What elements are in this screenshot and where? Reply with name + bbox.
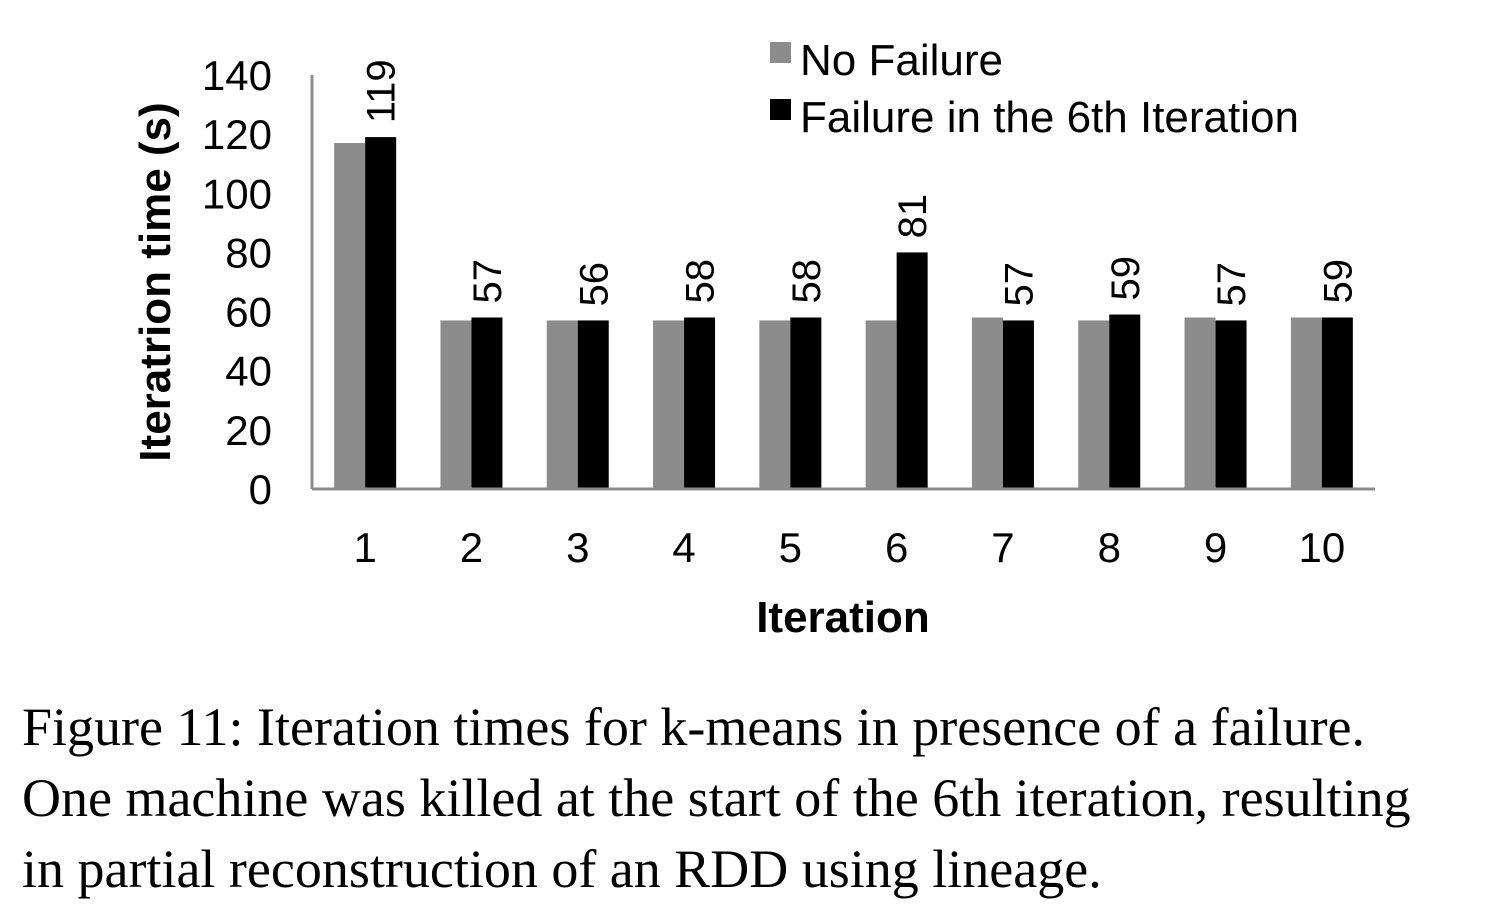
bar-no-failure-7 [971, 317, 1003, 489]
y-tick-label: 20 [225, 407, 272, 454]
x-axis-title: Iteration [756, 593, 930, 642]
y-tick-label: 60 [225, 289, 272, 336]
y-axis: 0 20 40 60 80 100 120 140 [202, 52, 314, 513]
bar-no-failure-8 [1078, 320, 1110, 489]
bar-failure-5 [790, 317, 822, 489]
data-label: 57 [466, 259, 510, 304]
bar-failure-1 [365, 137, 397, 489]
caption-line-2: One machine was killed at the start of t… [22, 768, 1411, 828]
bar-no-failure-1 [334, 143, 366, 489]
data-label: 81 [891, 194, 935, 239]
legend-swatch-no-failure [770, 42, 791, 63]
y-tick-label: 0 [249, 466, 272, 513]
legend-label-failure: Failure in the 6th Iteration [800, 93, 1299, 142]
legend-swatch-failure [770, 99, 791, 120]
x-tick-label: 10 [1298, 524, 1345, 571]
x-tick-label: 2 [460, 524, 483, 571]
x-tick-label: 8 [1098, 524, 1121, 571]
data-label: 57 [1210, 262, 1254, 307]
data-label: 56 [572, 262, 616, 307]
bar-failure-7 [1002, 320, 1034, 489]
x-tick-label: 9 [1204, 524, 1227, 571]
legend: No Failure Failure in the 6th Iteration [770, 36, 1299, 142]
bar-failure-4 [684, 317, 716, 489]
y-tick-label: 120 [202, 111, 272, 158]
bars [334, 137, 1353, 489]
bar-no-failure-2 [440, 320, 472, 489]
x-axis: 1 2 3 4 5 6 7 8 9 10 [312, 487, 1375, 571]
bar-no-failure-3 [546, 320, 578, 489]
x-tick-label: 3 [566, 524, 589, 571]
figure-caption: Figure 11: Iteration times for k-means i… [22, 692, 1502, 905]
y-tick-label: 80 [225, 229, 272, 276]
data-label: 119 [360, 59, 404, 123]
bar-no-failure-6 [865, 320, 897, 489]
x-tick-label: 5 [779, 524, 802, 571]
x-tick-label: 1 [353, 524, 376, 571]
bar-failure-6 [896, 252, 928, 489]
x-tick-label: 6 [885, 524, 908, 571]
caption-line-1: Figure 11: Iteration times for k-means i… [22, 697, 1366, 757]
data-label: 58 [785, 259, 829, 304]
bar-no-failure-5 [759, 320, 791, 489]
bar-failure-2 [471, 317, 503, 489]
data-labels: 119 57 56 58 58 81 57 59 57 59 [360, 59, 1361, 306]
bar-no-failure-10 [1290, 317, 1322, 489]
y-axis-title: Iteratrion time (s) [131, 102, 180, 461]
bar-failure-10 [1321, 317, 1353, 489]
bar-no-failure-9 [1184, 317, 1216, 489]
x-tick-label: 4 [672, 524, 695, 571]
y-tick-label: 100 [202, 170, 272, 217]
legend-label-no-failure: No Failure [800, 36, 1003, 85]
data-label: 59 [1104, 256, 1148, 301]
data-label: 58 [679, 259, 723, 304]
bar-failure-3 [577, 320, 609, 489]
data-label: 57 [997, 262, 1041, 307]
bar-failure-9 [1215, 320, 1247, 489]
bar-no-failure-4 [653, 320, 685, 489]
x-tick-label: 7 [991, 524, 1014, 571]
data-label: 59 [1316, 259, 1360, 304]
y-tick-label: 40 [225, 348, 272, 395]
caption-line-3: in partial reconstruction of an RDD usin… [22, 839, 1102, 899]
bar-failure-8 [1109, 314, 1141, 489]
y-tick-label: 140 [202, 52, 272, 99]
